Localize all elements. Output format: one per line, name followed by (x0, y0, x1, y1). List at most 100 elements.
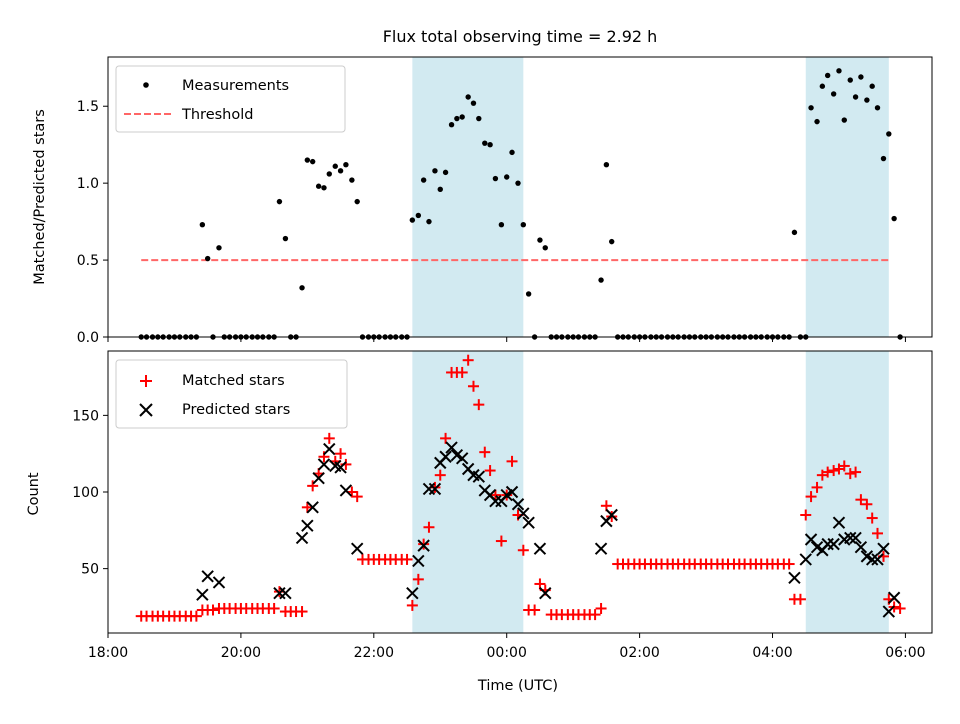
matched-star-point (351, 491, 363, 503)
measurement-point (808, 105, 814, 111)
predicted-star-point (887, 591, 901, 604)
predicted-star-point (412, 554, 425, 568)
predicted-star-point (788, 571, 801, 585)
predicted-star-point (511, 498, 525, 511)
matched-star-point (190, 610, 202, 622)
x-tick-label: 22:00 (354, 645, 394, 661)
measurement-point (299, 285, 305, 291)
measurement-point (437, 186, 443, 193)
y-tick-label: 50 (81, 562, 99, 578)
matched-star-point (406, 599, 418, 611)
y-tick-label: 100 (72, 485, 99, 501)
predicted-star-point (417, 539, 430, 552)
count-panel: 50 100 150 18:00 20:00 22:00 00:00 02:00 04:00 0… (26, 350, 933, 694)
predicted-star-point (844, 531, 857, 545)
x-tick-label: 00:00 (487, 645, 527, 661)
predicted-star-point (882, 605, 896, 618)
measurement-point (426, 218, 432, 225)
measurement-point (492, 175, 499, 182)
matched-star-point (844, 468, 856, 480)
x-axis-ticks (107, 337, 906, 342)
measurement-point (880, 155, 887, 162)
measurement-point (864, 97, 870, 103)
predicted-star-point (301, 519, 314, 532)
legend: Matched stars Predicted stars (115, 359, 348, 429)
measurement-point (891, 215, 897, 222)
plot-frame (107, 56, 933, 338)
y-axis-ticks: 50 100 150 (72, 408, 108, 578)
measurement-point (199, 221, 206, 228)
predicted-star-point (317, 458, 331, 471)
matched-star-point (207, 604, 219, 616)
matched-star-point (822, 466, 834, 478)
predicted-star-point (832, 516, 846, 529)
predicted-star-point (877, 542, 890, 555)
matched-star-point (479, 446, 491, 458)
measurement-point (459, 114, 465, 120)
measurement-point (204, 255, 211, 262)
measurement-point (874, 105, 881, 111)
legend-label-measurements: Measurements (182, 78, 289, 94)
legend-marker-matched (140, 375, 152, 387)
measurement-point (603, 161, 610, 168)
predicted-star-point (517, 507, 530, 520)
x-tick-label: 06:00 (885, 645, 925, 661)
measurement-point (349, 177, 355, 183)
measurement-point (509, 149, 515, 156)
matched-star-point (340, 458, 352, 470)
measurement-point (841, 117, 847, 123)
matched-star-point (440, 432, 452, 444)
matched-star-point (489, 489, 501, 501)
y-tick-label: 150 (72, 408, 99, 424)
measurement-point (476, 115, 482, 122)
measurement-point (819, 83, 826, 89)
measurement-point (598, 277, 604, 283)
predicted-star-point (827, 537, 840, 551)
matched-star-point (805, 491, 817, 503)
predicted-star-point (279, 586, 292, 600)
x-tick-label: 04:00 (752, 645, 792, 661)
predicted-star-point (522, 516, 535, 529)
measurement-point (465, 94, 471, 100)
predicted-star-point (799, 553, 812, 566)
predicted-star-point (323, 442, 336, 456)
measurement-point (304, 157, 311, 163)
predicted-star-point (445, 441, 458, 454)
measurement-point (315, 183, 322, 189)
y-tick-label: 1.5 (77, 99, 99, 115)
y-tick-label: 1.0 (77, 176, 99, 192)
matched-star-point (517, 544, 529, 556)
measurement-point (542, 245, 548, 251)
measurement-point (869, 83, 875, 89)
matched-star-point (456, 366, 468, 378)
legend-label-threshold: Threshold (181, 107, 253, 123)
predicted-star-point (804, 533, 818, 546)
x-axis-ticks: 18:00 20:00 22:00 00:00 02:00 04:00 06:00 (88, 633, 926, 661)
matched-star-point (467, 380, 479, 392)
matched-star-point (335, 448, 347, 460)
matched-star-point (434, 469, 446, 481)
measurement-point (454, 115, 460, 122)
shaded-interval (412, 57, 524, 337)
shaded-intervals (412, 57, 889, 337)
predicted-star-point (339, 484, 353, 497)
predicted-star-point (472, 470, 486, 483)
predicted-star-point (505, 485, 519, 499)
matched-star-point (495, 535, 507, 547)
measurement-point (415, 212, 422, 219)
measurement-point (343, 161, 349, 168)
measurement-point (470, 100, 477, 106)
measurement-point (830, 91, 837, 97)
measurement-point (886, 131, 892, 137)
matched-star-point (506, 455, 518, 467)
predicted-star-point (594, 542, 608, 555)
matched-star-point (794, 593, 806, 605)
matched-star-point (828, 465, 840, 477)
measurement-point (520, 221, 527, 228)
matched-star-point (307, 480, 319, 492)
legend-box (115, 359, 348, 429)
measurement-point (326, 171, 332, 177)
measurement-point (282, 235, 289, 242)
shaded-interval (805, 351, 889, 633)
measurement-point (309, 158, 316, 165)
